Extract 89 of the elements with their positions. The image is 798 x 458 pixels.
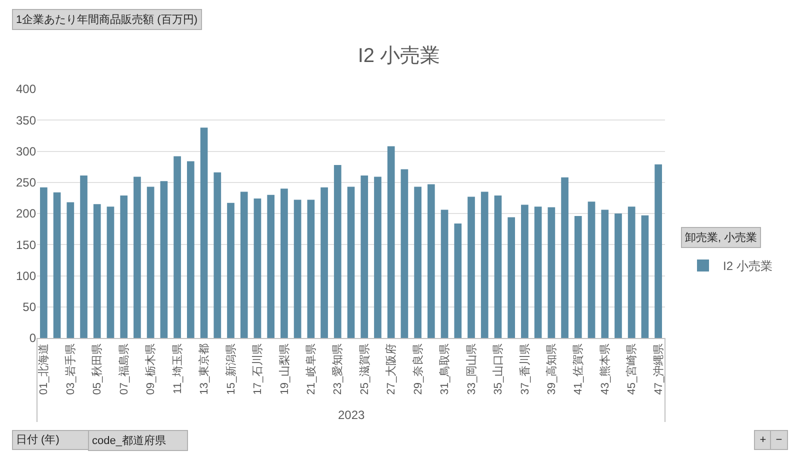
y-tick-label: 150	[16, 238, 36, 252]
x-tick-label: 45_宮崎県	[625, 343, 638, 395]
bar	[374, 176, 382, 338]
bar	[200, 128, 208, 338]
text: 1企業あたり年間商品販売額 (百万円)	[16, 13, 198, 26]
x-tick-label: 43_熊本県	[598, 343, 612, 395]
x-tick-label: 13_東京都	[198, 343, 211, 395]
bar	[588, 202, 596, 338]
bar	[400, 169, 408, 338]
bar	[106, 206, 114, 338]
x-tick-label: 33_岡山県	[464, 343, 478, 395]
bar	[574, 216, 582, 338]
bar	[641, 215, 649, 338]
x-tick-label: 03_岩手県	[64, 343, 77, 395]
bar	[440, 210, 448, 338]
bar	[93, 204, 101, 338]
y-tick-label: 100	[16, 268, 36, 283]
x-tick-label: 31_鳥取県	[439, 343, 452, 395]
bar	[53, 192, 61, 338]
bar	[160, 181, 168, 338]
x-tick-label: 41_佐賀県	[572, 343, 585, 395]
y-tick-label: 200	[16, 206, 36, 221]
bar	[468, 196, 475, 338]
text: 日付 (年)	[16, 434, 60, 446]
bar	[480, 192, 488, 338]
x-tick-label: 25_滋賀県	[358, 343, 371, 395]
x-tick-label: 35_山口県	[492, 343, 505, 395]
x-tick-label: 15_新潟県	[224, 343, 238, 395]
bar	[428, 184, 435, 338]
x-tick-label: 47_沖縄県	[652, 343, 665, 395]
x-axis-title: 2023	[338, 408, 366, 422]
y-tick-label: 400	[16, 82, 36, 96]
bar	[186, 161, 194, 338]
x-tick-label: 05_秋田県	[92, 343, 104, 395]
x-tick-label: 21_岐阜県	[304, 343, 318, 395]
bar	[454, 223, 462, 338]
bar	[414, 186, 422, 338]
bar	[494, 195, 502, 338]
x-tick-label: 07_福島県	[117, 343, 130, 395]
bar	[307, 200, 315, 338]
y-tick-label: 300	[16, 144, 36, 158]
x-tick-label: 27_大阪府	[384, 343, 398, 395]
bar	[254, 198, 262, 338]
x-tick-label: 19_山梨県	[278, 343, 291, 395]
bar	[294, 200, 302, 338]
bar	[214, 172, 222, 338]
bar	[628, 206, 636, 338]
x-tick-label: 39_高知県	[545, 343, 558, 395]
x-tick-label: 23_愛知県	[331, 343, 344, 395]
bar	[334, 164, 342, 338]
bar	[40, 187, 48, 338]
bar	[320, 187, 328, 338]
bar	[561, 177, 568, 338]
bar	[548, 207, 556, 338]
x-tick-label: 11_埼玉県	[172, 343, 184, 394]
bar	[66, 202, 74, 338]
x-tick-label: 09_栃木県	[144, 343, 158, 395]
y-tick-label: 350	[16, 113, 36, 128]
x-tick-label: 01_北海道	[37, 343, 50, 395]
bar	[521, 204, 528, 338]
legend-title: 卸売業, 小売業	[685, 231, 758, 244]
bar	[120, 195, 128, 338]
bar	[267, 194, 274, 338]
bar	[80, 176, 88, 338]
text: +	[760, 434, 766, 446]
bar	[508, 217, 516, 338]
x-tick-label: 29_奈良県	[411, 343, 424, 395]
text: code_都道府県	[92, 434, 166, 447]
y-tick-label: 250	[16, 176, 36, 190]
bar	[614, 214, 622, 338]
x-tick-label: 17_石川県	[251, 343, 264, 395]
y-tick-label: 50	[22, 300, 36, 314]
bar	[174, 156, 181, 338]
bar	[134, 176, 141, 338]
y-tick-label: 0	[29, 331, 36, 346]
bar	[347, 186, 355, 338]
legend-label: I2 小売業	[723, 259, 772, 274]
bar	[387, 146, 395, 338]
bar	[654, 164, 662, 338]
bar	[601, 210, 609, 338]
x-tick-label: 37_香川県	[518, 343, 532, 395]
bar	[146, 186, 154, 338]
bar	[240, 192, 248, 338]
bar	[534, 206, 542, 338]
bar	[227, 202, 234, 338]
bar	[360, 176, 368, 338]
chart-title: I2 小売業	[358, 45, 440, 67]
text: −	[776, 434, 782, 446]
bar	[280, 188, 288, 338]
